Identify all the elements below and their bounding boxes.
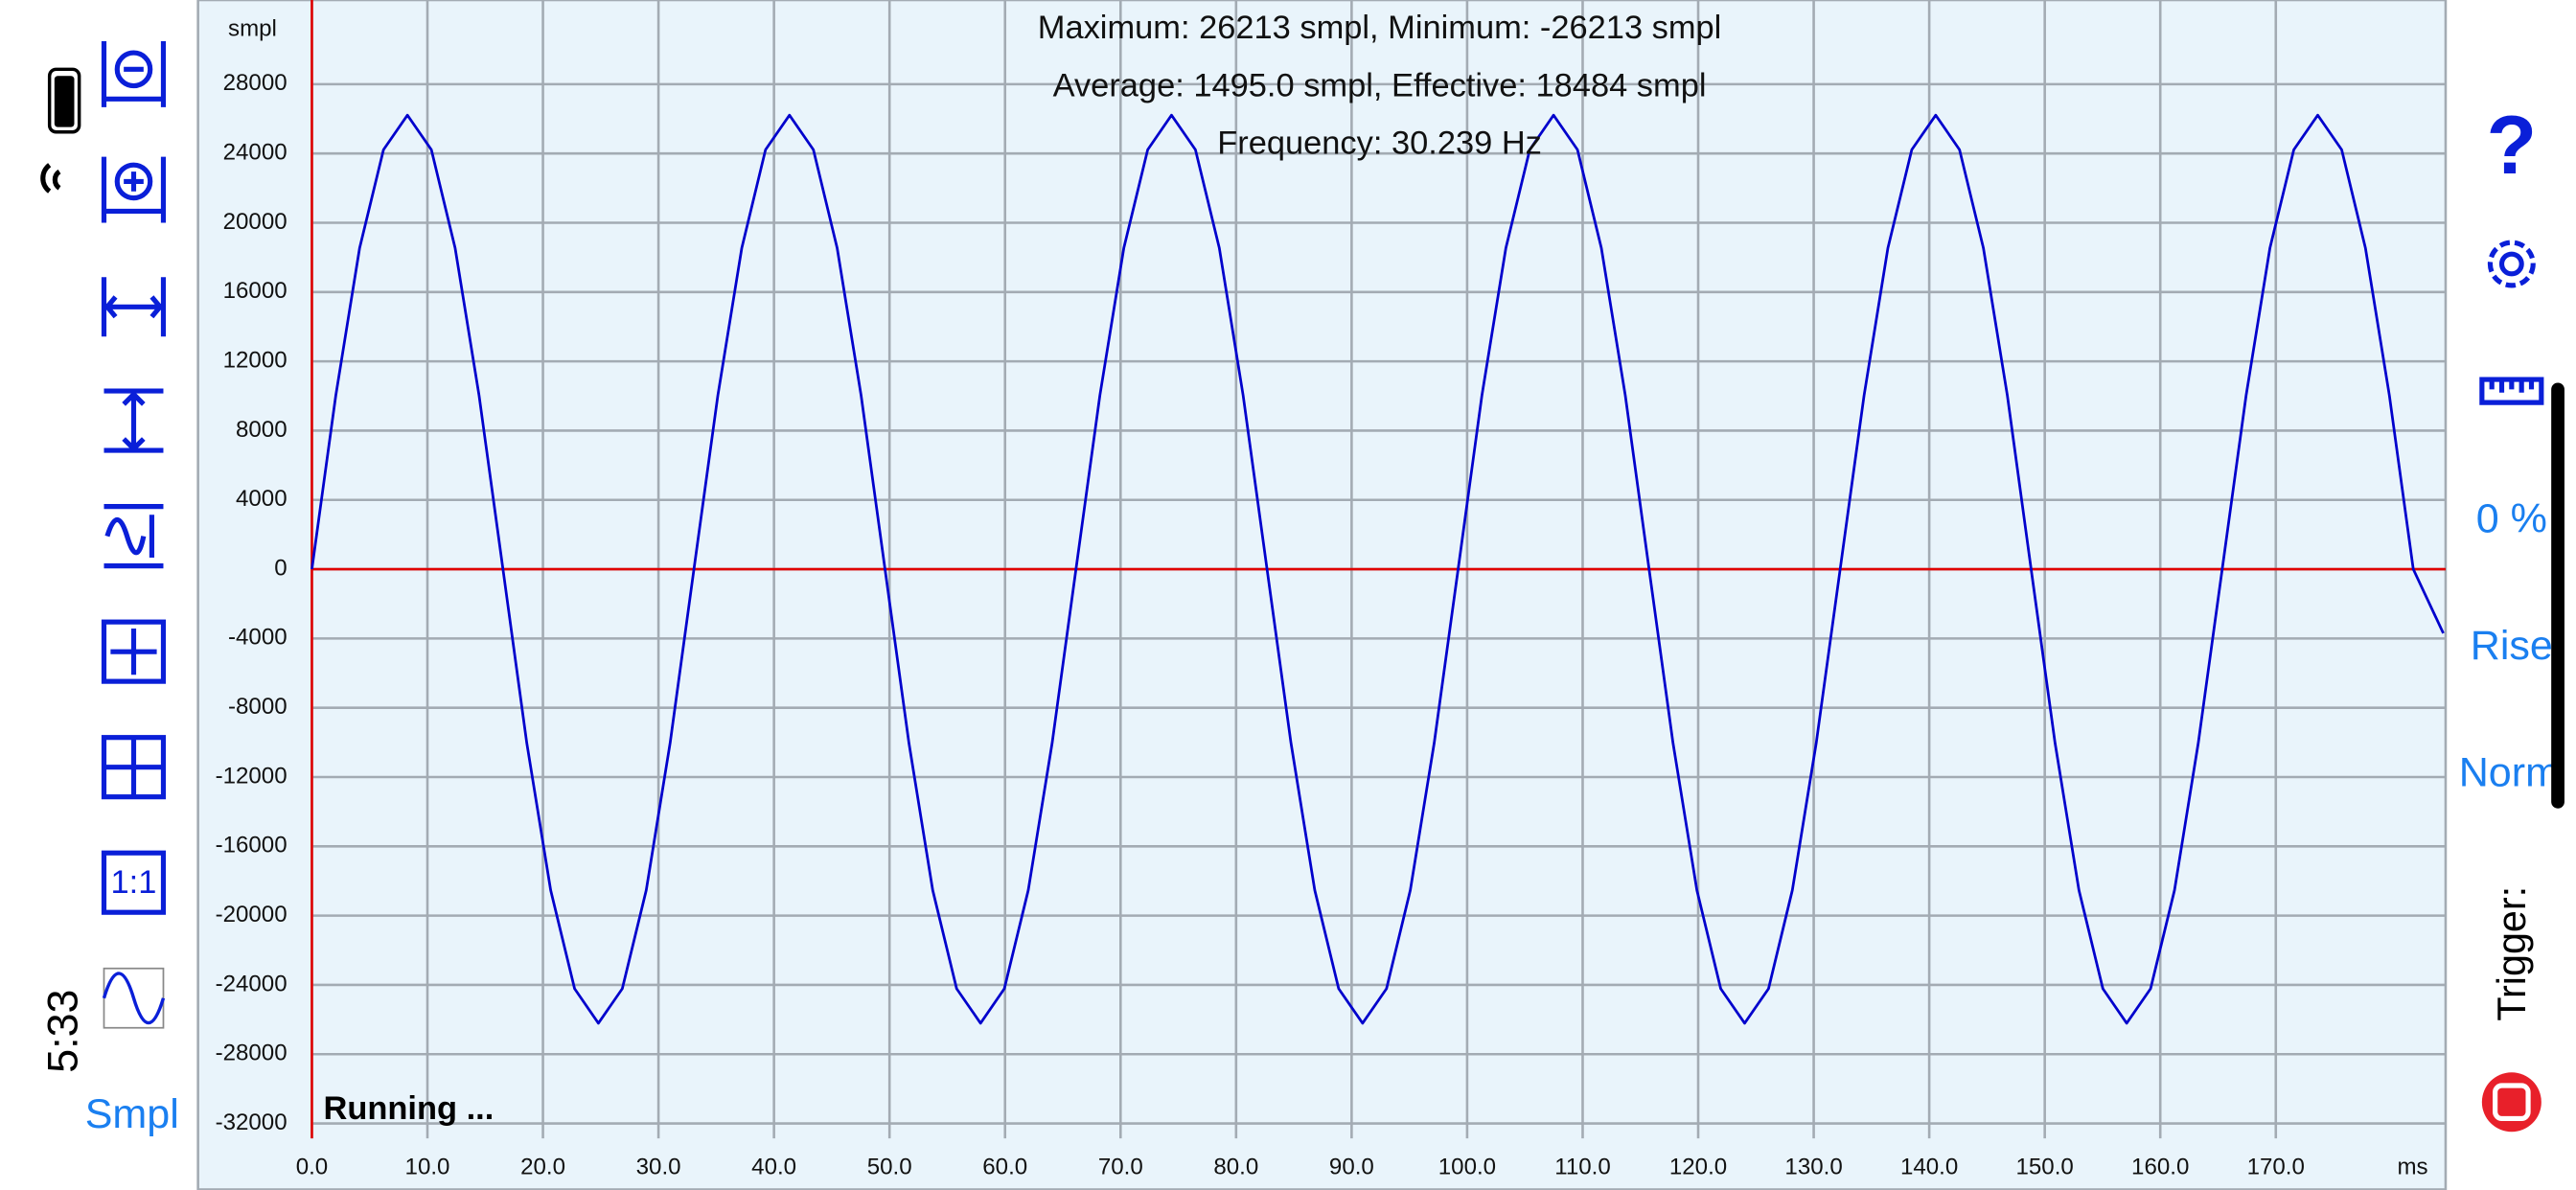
x-tick-label: 110.0 bbox=[1554, 1154, 1611, 1179]
settings-button[interactable] bbox=[2487, 240, 2536, 288]
y-tick-label: -32000 bbox=[216, 1110, 288, 1135]
x-tick-label: 10.0 bbox=[405, 1154, 450, 1179]
x-tick-label: 170.0 bbox=[2247, 1154, 2305, 1179]
plot-background bbox=[197, 0, 2446, 1190]
run-status: Running ... bbox=[324, 1090, 494, 1127]
plot-frame bbox=[196, 0, 2448, 1190]
y-tick-label: -20000 bbox=[216, 902, 288, 927]
x-tick-label: 40.0 bbox=[751, 1154, 796, 1179]
help-button[interactable]: ? bbox=[2487, 100, 2538, 192]
x-tick-label: 100.0 bbox=[1438, 1154, 1496, 1179]
x-tick-label: 50.0 bbox=[867, 1154, 912, 1179]
zoom-in-y[interactable] bbox=[101, 156, 167, 223]
wifi-icon bbox=[40, 163, 61, 194]
y-tick-label: 16000 bbox=[223, 278, 288, 304]
y-tick-label: -28000 bbox=[216, 1041, 288, 1066]
x-tick-label: 120.0 bbox=[1669, 1154, 1727, 1179]
y-tick-label: 0 bbox=[274, 555, 287, 581]
unit-button[interactable]: Smpl bbox=[85, 1091, 179, 1137]
x-axis-label: ms bbox=[2397, 1154, 2427, 1179]
measurement: Maximum: 26213 smpl, Minimum: -26213 smp… bbox=[1038, 10, 1722, 46]
auto-scale[interactable] bbox=[104, 504, 164, 569]
x-tick-label: 150.0 bbox=[2016, 1154, 2074, 1179]
x-tick-label: 90.0 bbox=[1329, 1154, 1374, 1179]
y-tick-label: -4000 bbox=[228, 625, 288, 651]
fit-x[interactable] bbox=[101, 277, 167, 337]
zoom-out-y[interactable] bbox=[101, 41, 167, 107]
scrollbar bbox=[2551, 382, 2564, 809]
x-tick-label: 130.0 bbox=[1784, 1154, 1842, 1179]
y-tick-label: 28000 bbox=[223, 70, 288, 96]
svg-text:1:1: 1:1 bbox=[111, 864, 157, 901]
y-tick-label: -16000 bbox=[216, 833, 288, 858]
clock: 5:33 bbox=[39, 990, 87, 1073]
waveform-view[interactable] bbox=[102, 967, 166, 1029]
x-tick-label: 20.0 bbox=[520, 1154, 565, 1179]
y-axis-label: smpl bbox=[228, 15, 277, 41]
y-tick-label: 4000 bbox=[236, 486, 288, 512]
x-tick-label: 140.0 bbox=[1900, 1154, 1958, 1179]
battery bbox=[47, 67, 81, 134]
x-tick-label: 70.0 bbox=[1098, 1154, 1143, 1179]
y-tick-label: -8000 bbox=[228, 694, 288, 720]
trigger-mode[interactable]: Norm bbox=[2459, 750, 2560, 796]
battery-level bbox=[54, 76, 75, 127]
waveform bbox=[310, 113, 2445, 1025]
y-tick-label: -12000 bbox=[216, 763, 288, 789]
x-tick-label: 30.0 bbox=[636, 1154, 681, 1179]
x-tick-label: 60.0 bbox=[982, 1154, 1027, 1179]
y-tick-label: -24000 bbox=[216, 971, 288, 996]
measurement: Average: 1495.0 smpl, Effective: 18484 s… bbox=[1053, 67, 1707, 103]
trigger-edge[interactable]: Rise bbox=[2471, 623, 2553, 669]
trigger-label: Trigger: bbox=[2490, 886, 2534, 1021]
x-tick-label: 160.0 bbox=[2131, 1154, 2189, 1179]
one-to-one[interactable]: 1:1 bbox=[101, 850, 167, 915]
stop-button[interactable] bbox=[2481, 1072, 2542, 1133]
y-tick-label: 20000 bbox=[223, 209, 288, 235]
x-tick-label: 0.0 bbox=[296, 1154, 329, 1179]
y-tick-label: 12000 bbox=[223, 347, 288, 373]
fit-y[interactable] bbox=[104, 388, 164, 453]
grid-toggle[interactable] bbox=[101, 735, 167, 800]
y-tick-label: 8000 bbox=[236, 417, 288, 443]
measurement: Frequency: 30.239 Hz bbox=[1217, 126, 1542, 162]
trigger-level[interactable]: 0 % bbox=[2476, 495, 2547, 541]
y-tick-label: 24000 bbox=[223, 140, 288, 166]
measure-button[interactable] bbox=[2479, 377, 2544, 405]
x-tick-label: 80.0 bbox=[1213, 1154, 1258, 1179]
move[interactable] bbox=[101, 619, 167, 684]
